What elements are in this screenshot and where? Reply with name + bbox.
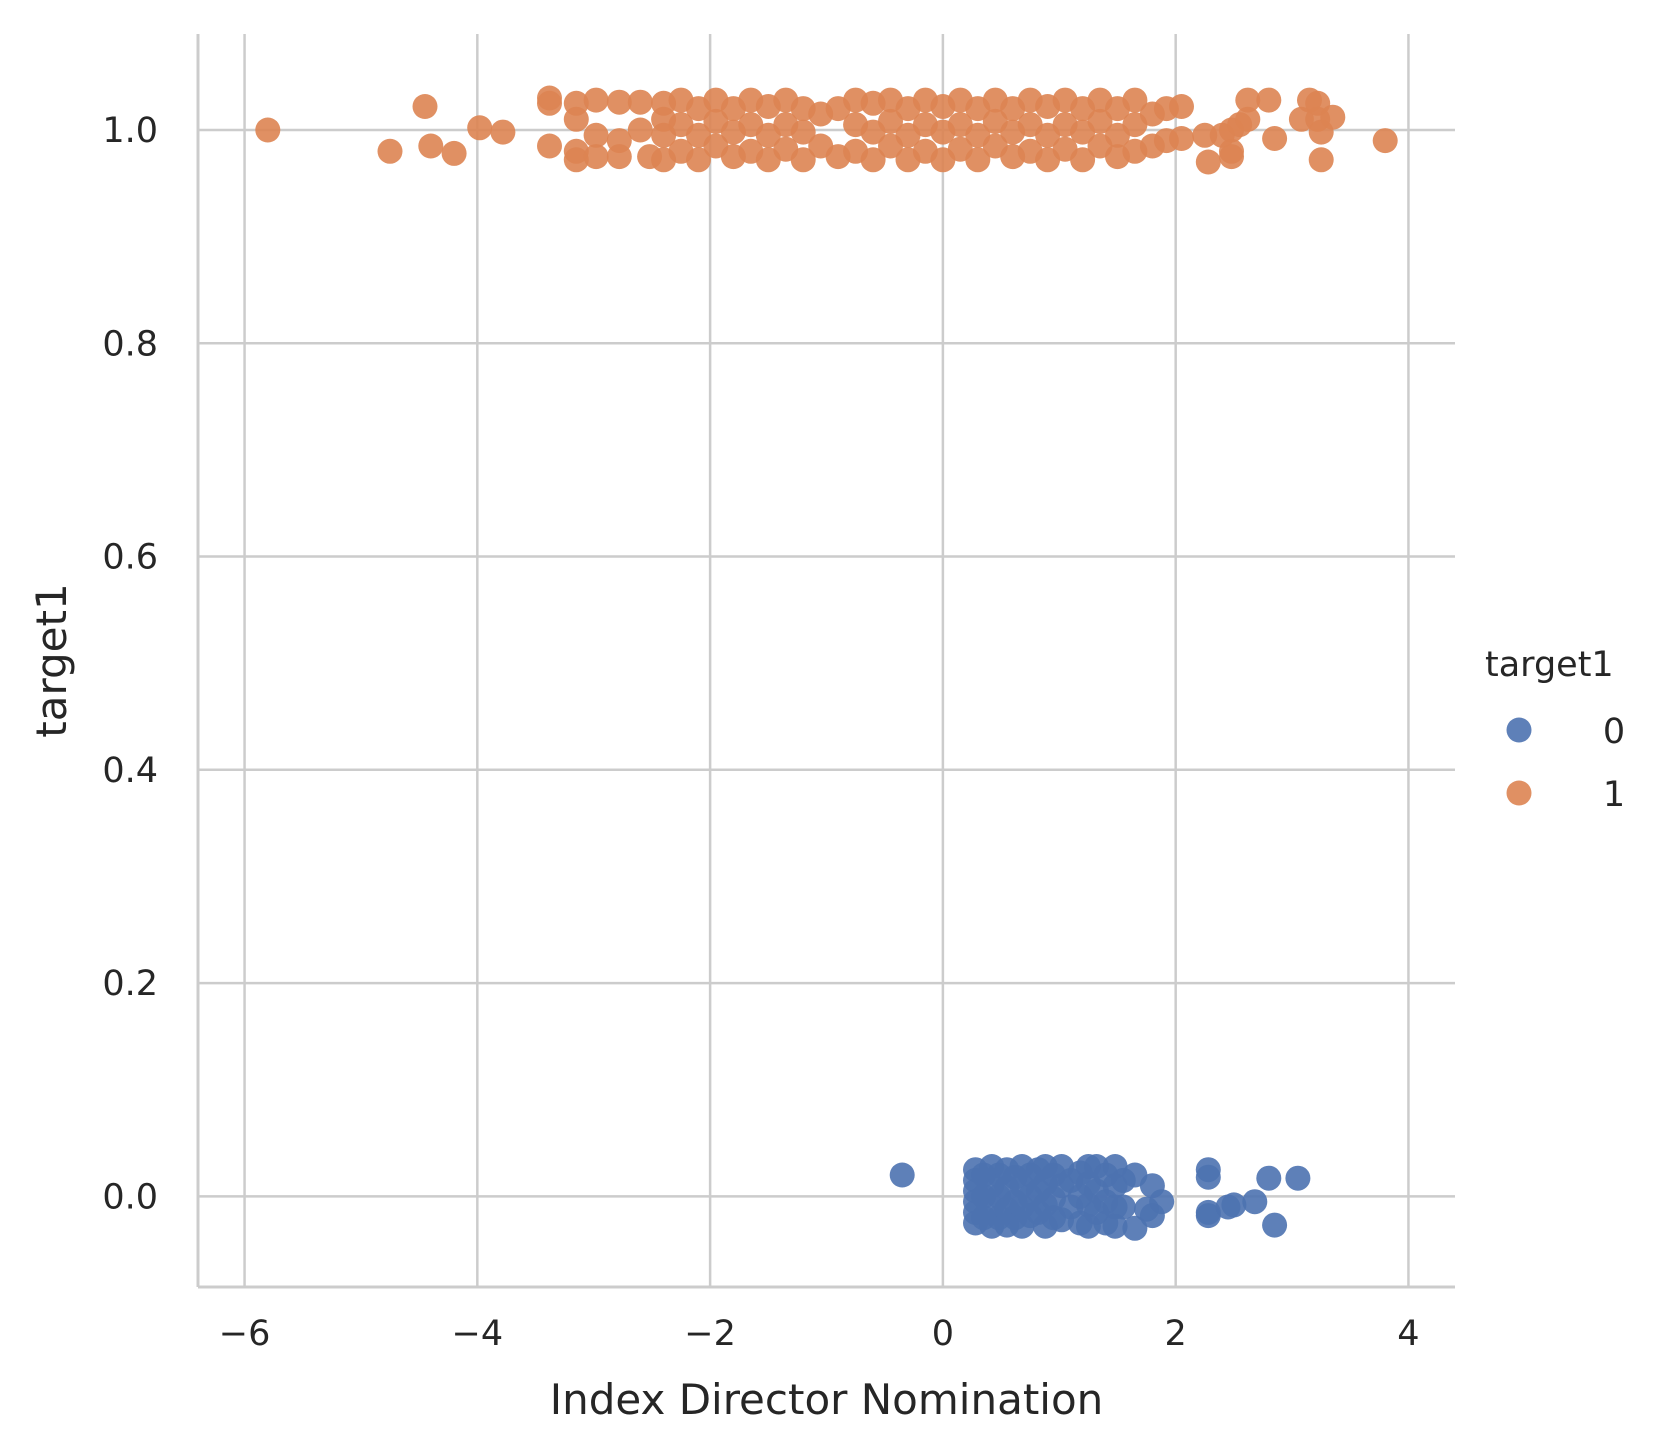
data-point-target1-1 [1169,94,1194,119]
data-point-target1-1 [1087,108,1113,134]
y-axis-label: target1 [27,583,76,737]
data-point-target1-1 [860,147,886,173]
data-point-target1-0 [1195,1164,1221,1190]
x-tick-label: 0 [932,1314,954,1354]
data-point-target1-1 [490,119,516,145]
data-point-target1-1 [255,117,281,143]
data-point-target1-1 [441,140,467,166]
data-point-target1-1 [537,90,562,116]
data-point-target1-0 [1262,1212,1288,1238]
axes: −6 −4 −2 0 2 4 0.0 0.2 0.4 0.6 0.8 1.0 Index Directo… [27,34,1455,1424]
data-point-target1-1 [583,87,609,113]
y-tick-label: 0.4 [102,751,158,791]
data-point-target1-1 [1235,87,1261,113]
grid [198,34,1455,1287]
data-point-target1-1 [606,144,632,170]
x-tick-label: −2 [684,1314,736,1354]
data-point-target1-1 [563,106,589,132]
x-tick-label: −4 [452,1314,504,1354]
data-point-target1-1 [1219,138,1244,164]
data-point-target1-1 [1372,128,1398,154]
data-point-target1-1 [377,138,403,164]
data-point-target1-1 [627,117,653,143]
data-point-target1-1 [686,147,711,173]
data-points [255,85,1398,1241]
data-point-target1-1 [790,119,816,145]
data-point-target1-0 [1110,1194,1136,1220]
data-point-target1-1 [583,122,609,148]
data-point-target1-1 [606,89,632,115]
data-point-target1-1 [1169,126,1194,151]
data-point-target1-1 [965,147,991,173]
data-point-target1-1 [537,133,562,159]
data-point-target1-1 [467,115,493,141]
data-point-target1-0 [1122,1215,1148,1241]
data-point-target1-1 [790,147,816,173]
data-point-target1-1 [412,94,438,119]
data-point-target1-1 [1192,122,1218,148]
x-tick-label: 4 [1397,1314,1419,1354]
data-point-target1-0 [889,1162,915,1188]
data-point-target1-1 [1235,106,1261,132]
data-point-target1-0 [1285,1165,1311,1191]
data-point-target1-1 [1070,147,1096,173]
legend: target1 0 1 [1485,645,1625,815]
data-point-target1-1 [1122,87,1148,113]
data-point-target1-1 [1308,147,1334,173]
data-point-target1-1 [878,108,903,134]
data-point-target1-1 [583,144,609,170]
x-axis-label: Index Director Nomination [550,1375,1104,1424]
data-point-target1-1 [418,133,444,159]
data-point-target1-0 [1242,1189,1268,1215]
y-tick-label: 1.0 [102,111,158,151]
data-point-target1-0 [1149,1189,1175,1215]
legend-label: 1 [1603,775,1625,815]
y-tick-label: 0.2 [102,964,158,1004]
x-tick-label: 2 [1165,1314,1187,1354]
data-point-target1-1 [1320,104,1346,130]
data-point-target1-0 [1195,1203,1221,1229]
legend-marker [1506,717,1532,743]
data-point-target1-1 [1195,149,1221,175]
data-point-target1-0 [1221,1192,1247,1218]
y-tick-label: 0.6 [102,538,158,578]
data-point-target1-1 [1256,87,1282,113]
y-tick-label: 0.8 [102,324,158,364]
legend-label: 0 [1603,712,1625,752]
data-point-target1-0 [1256,1165,1282,1191]
legend-title: target1 [1485,645,1614,685]
data-point-target1-1 [563,147,589,173]
legend-marker [1506,780,1532,806]
x-tick-label: −6 [219,1314,271,1354]
data-point-target1-1 [1262,126,1288,151]
data-point-target1-0 [1102,1213,1128,1239]
y-tick-label: 0.0 [102,1177,158,1217]
data-point-target1-1 [627,89,653,115]
